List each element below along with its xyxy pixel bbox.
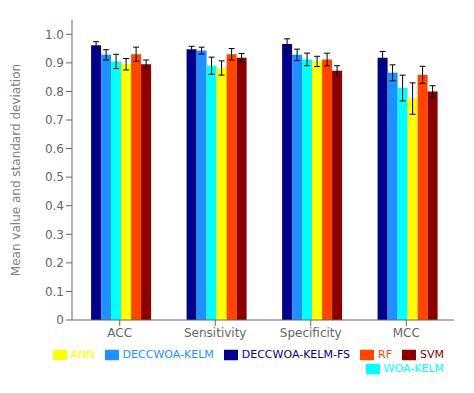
svg-text:1.0: 1.0 bbox=[45, 28, 64, 42]
svg-text:MCC: MCC bbox=[393, 326, 420, 340]
svg-text:Mean value and standard deviat: Mean value and standard deviation bbox=[9, 64, 23, 276]
html-text:RF: RF bbox=[378, 348, 392, 361]
svg-text:Sensitivity: Sensitivity bbox=[184, 326, 246, 340]
svg-text:0.4: 0.4 bbox=[45, 199, 64, 213]
svg-text:0.7: 0.7 bbox=[45, 113, 64, 127]
svg-text:0.5: 0.5 bbox=[45, 170, 64, 184]
html-text:DECCWOA-KELM: DECCWOA-KELM bbox=[122, 348, 214, 361]
html-text:ANN: ANN bbox=[70, 348, 95, 361]
svg-text:Specificity: Specificity bbox=[280, 326, 342, 340]
svg-text:0.3: 0.3 bbox=[45, 228, 64, 242]
svg-text:0.6: 0.6 bbox=[45, 142, 64, 156]
svg-text:0: 0 bbox=[56, 313, 64, 327]
html-text:DECCWOA-KELM-FS: DECCWOA-KELM-FS bbox=[241, 348, 350, 361]
svg-text:ACC: ACC bbox=[107, 326, 132, 340]
html-text:SVM: SVM bbox=[420, 348, 444, 361]
svg-text:0.1: 0.1 bbox=[45, 285, 64, 299]
html-text:WOA-KELM: WOA-KELM bbox=[383, 362, 444, 375]
svg-text:0.8: 0.8 bbox=[45, 85, 64, 99]
svg-text:0.2: 0.2 bbox=[45, 256, 64, 270]
svg-text:0.9: 0.9 bbox=[45, 56, 64, 70]
